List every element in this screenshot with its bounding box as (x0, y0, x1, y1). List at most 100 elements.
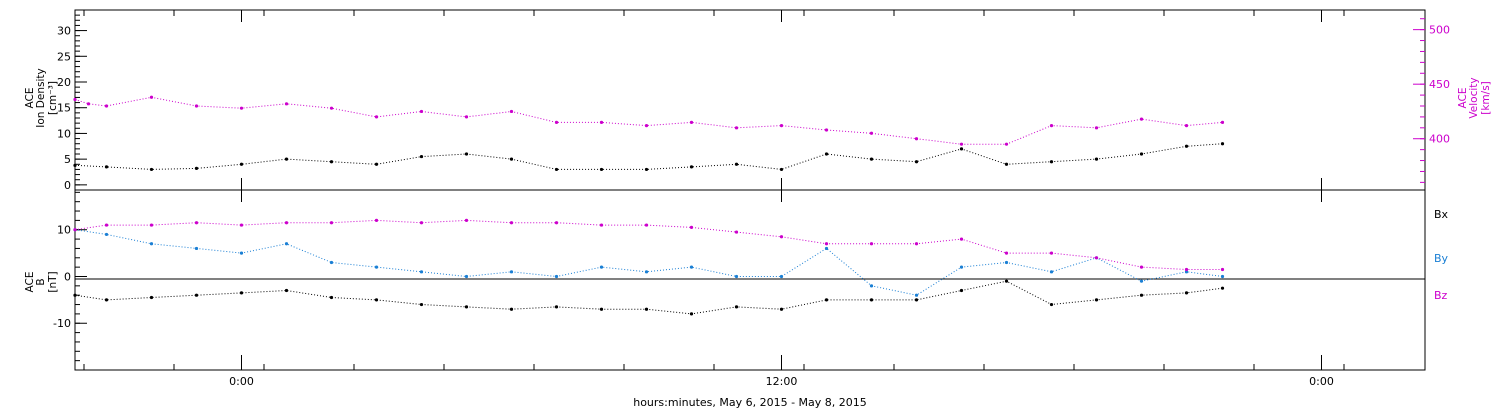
data-point-Bx (104, 298, 109, 302)
data-point-Bz (644, 223, 649, 227)
data-point-Bz (554, 221, 559, 225)
data-point-Bx (1184, 291, 1189, 295)
data-point-By (689, 265, 694, 269)
x-axis-label: hours:minutes, May 6, 2015 - May 8, 2015 (633, 396, 867, 409)
ylabel-left-bottom-1: ACE (24, 272, 36, 293)
data-point-By (1184, 270, 1189, 274)
ylabel-left-bottom-2: B (35, 278, 47, 285)
legend-by: By (1434, 252, 1449, 265)
data-point-speed (284, 102, 289, 106)
data-point-Bx (824, 298, 829, 302)
y-tick-label: -10 (53, 317, 71, 330)
data-point-Bz (734, 230, 739, 234)
data-point-By (374, 265, 379, 269)
data-point-density (239, 162, 244, 166)
bottom-left-axis: -10 0 10 (53, 191, 87, 362)
data-point-density (329, 160, 334, 164)
y-tick-label: 10 (57, 127, 71, 140)
data-point-density (464, 152, 469, 156)
data-point-Bz (419, 221, 424, 225)
data-point-By (104, 232, 109, 237)
data-point-density (869, 157, 874, 161)
data-point-speed (869, 131, 874, 135)
data-point-Bx (329, 295, 334, 300)
data-point-density (554, 167, 559, 172)
data-point-speed (329, 106, 334, 110)
data-point-Bz (284, 221, 289, 225)
data-point-Bx (374, 298, 379, 302)
series-Bz (74, 219, 1223, 270)
x-tick-label: 0:00 (1309, 375, 1334, 388)
y-right-tick-label: 450 (1429, 78, 1450, 91)
data-point-speed (644, 124, 649, 128)
data-point-density (104, 165, 109, 169)
data-point-speed (689, 120, 694, 124)
top-left-axis: 0 5 10 15 20 25 30 (57, 14, 87, 192)
data-point-density (689, 165, 694, 169)
data-point-speed (599, 120, 604, 124)
data-point-speed (86, 102, 91, 106)
data-point-Bx (419, 302, 424, 307)
data-point-density (1220, 142, 1225, 146)
y-tick-label: 15 (57, 102, 71, 115)
data-point-speed (1139, 117, 1144, 121)
data-point-By (509, 270, 514, 274)
data-point-Bz (149, 223, 154, 227)
data-point-speed (374, 115, 379, 119)
data-point-density (779, 167, 784, 172)
ylabel-right-top-3: [km/s] (1480, 81, 1492, 115)
data-point-Bz (374, 218, 379, 222)
data-point-By (779, 274, 784, 279)
data-point-Bz (689, 225, 694, 230)
data-point-density (149, 167, 154, 172)
data-point-speed (1184, 124, 1189, 128)
x-tick-label: 12:00 (766, 375, 798, 388)
series-By (74, 229, 1223, 296)
data-point-Bx (284, 288, 289, 293)
data-point-Bx (1220, 286, 1225, 290)
data-point-Bz (464, 218, 469, 222)
data-point-By (644, 270, 649, 274)
data-point-speed (554, 120, 559, 124)
data-point-Bz (1049, 251, 1054, 255)
data-point-Bz (73, 228, 77, 232)
data-point-Bz (239, 223, 244, 227)
y-tick-label: 20 (57, 76, 71, 89)
ylabel-left-top-1: ACE (24, 88, 36, 109)
data-point-By (149, 242, 154, 246)
y-tick-label: 25 (57, 50, 71, 63)
data-point-speed (779, 124, 784, 128)
y-right-tick-label: 400 (1429, 133, 1450, 146)
data-point-By (1220, 274, 1225, 279)
data-point-Bz (779, 235, 784, 239)
data-point-speed (104, 104, 109, 108)
data-point-Bz (194, 221, 199, 225)
legend-bx: Bx (1434, 208, 1449, 221)
data-point-density (599, 167, 604, 172)
x-axis: 0:00 12:00 0:00 (83, 10, 1345, 388)
data-point-Bx (869, 298, 874, 302)
data-point-Bz (509, 221, 514, 225)
data-point-By (734, 274, 739, 279)
data-point-speed (914, 137, 919, 141)
ylabel-right-top-1: ACE (1457, 88, 1469, 109)
data-point-Bx (464, 305, 469, 309)
data-point-density (1184, 144, 1189, 148)
y-tick-label: 10 (57, 224, 71, 237)
data-point-speed (239, 106, 244, 110)
data-point-By (1049, 270, 1054, 274)
data-point-Bz (1184, 267, 1189, 272)
bottom-series (73, 218, 1225, 316)
legend-bz: Bz (1434, 289, 1448, 302)
series-density (74, 143, 1223, 170)
data-point-By (419, 270, 424, 274)
data-point-speed (734, 126, 739, 130)
y-tick-label: 30 (57, 25, 71, 38)
data-point-Bz (599, 223, 604, 227)
data-point-Bx (779, 307, 784, 311)
data-point-speed (73, 97, 77, 102)
y-tick-label: 0 (64, 179, 71, 192)
top-panel-frame (74, 9, 1426, 191)
data-point-Bx (914, 298, 919, 302)
data-point-By (599, 265, 604, 269)
